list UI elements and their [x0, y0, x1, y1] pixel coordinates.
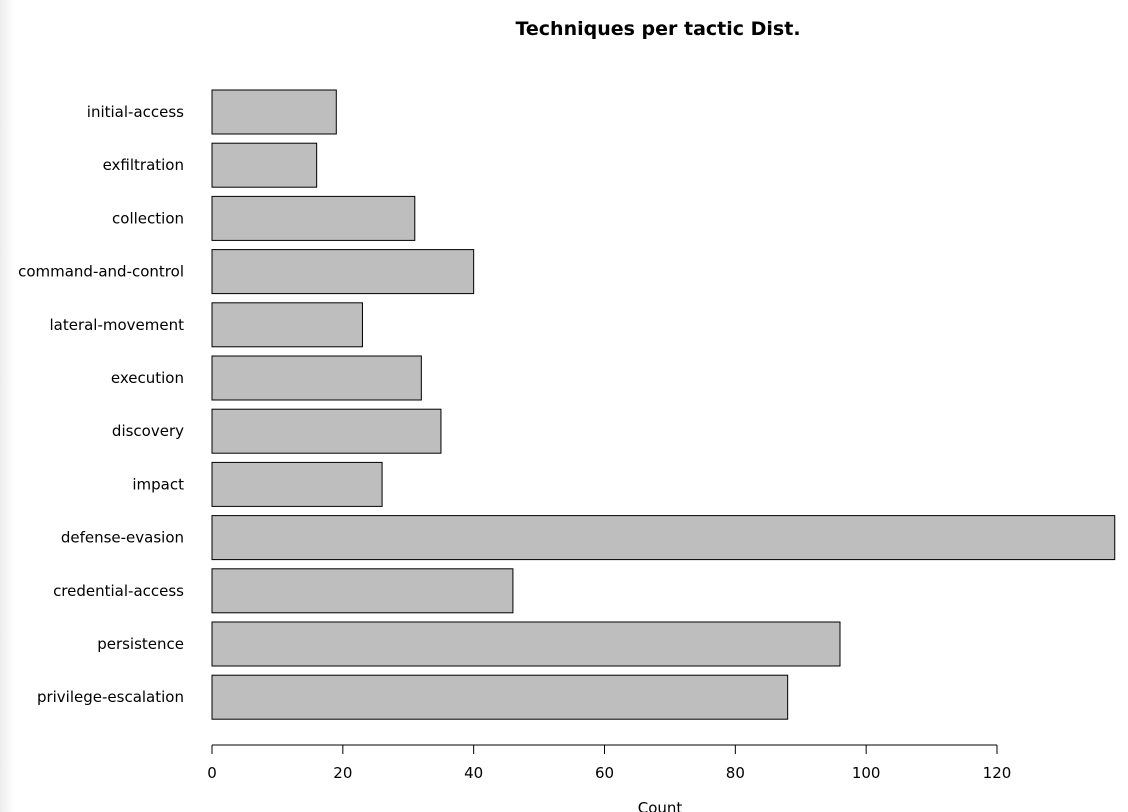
x-tick-label: 120	[983, 764, 1012, 782]
category-label: initial-access	[87, 103, 184, 121]
bar-discovery	[211, 408, 442, 454]
category-label: persistence	[97, 635, 184, 653]
bar-command-and-control	[211, 249, 475, 295]
bar-defense-evasion	[211, 515, 1116, 561]
category-label: execution	[111, 369, 184, 387]
bar-exfiltration	[211, 142, 318, 188]
window-edge-shadow	[0, 0, 14, 812]
category-labels: initial-access exfiltration collection comm…	[18, 103, 184, 706]
category-label: command-and-control	[18, 263, 184, 281]
bar-persistence	[211, 621, 841, 667]
x-axis: 0 20 40 60 80 100 120	[207, 744, 1012, 782]
bars-group	[211, 89, 1116, 720]
x-tick-label: 0	[207, 764, 217, 782]
x-tick-label: 40	[464, 764, 483, 782]
category-label: defense-evasion	[61, 529, 184, 547]
category-label: exfiltration	[103, 156, 184, 174]
x-tick-label: 100	[852, 764, 881, 782]
bar-initial-access	[211, 89, 337, 135]
category-label: discovery	[112, 422, 184, 440]
bar-execution	[211, 355, 422, 401]
x-tick-label: 80	[726, 764, 745, 782]
bar-collection	[211, 195, 416, 241]
category-label: collection	[112, 209, 184, 227]
bar-impact	[211, 461, 383, 507]
category-label: impact	[132, 475, 184, 493]
category-label: privilege-escalation	[37, 688, 184, 706]
x-axis-label: Count	[638, 799, 683, 812]
x-tick-label: 20	[333, 764, 352, 782]
bar-credential-access	[211, 568, 514, 614]
chart-title: Techniques per tactic Dist.	[515, 18, 800, 40]
bar-lateral-movement	[211, 302, 363, 348]
bar-privilege-escalation	[211, 674, 789, 720]
category-label: lateral-movement	[49, 316, 184, 334]
x-tick-label: 60	[595, 764, 614, 782]
category-label: credential-access	[53, 582, 184, 600]
